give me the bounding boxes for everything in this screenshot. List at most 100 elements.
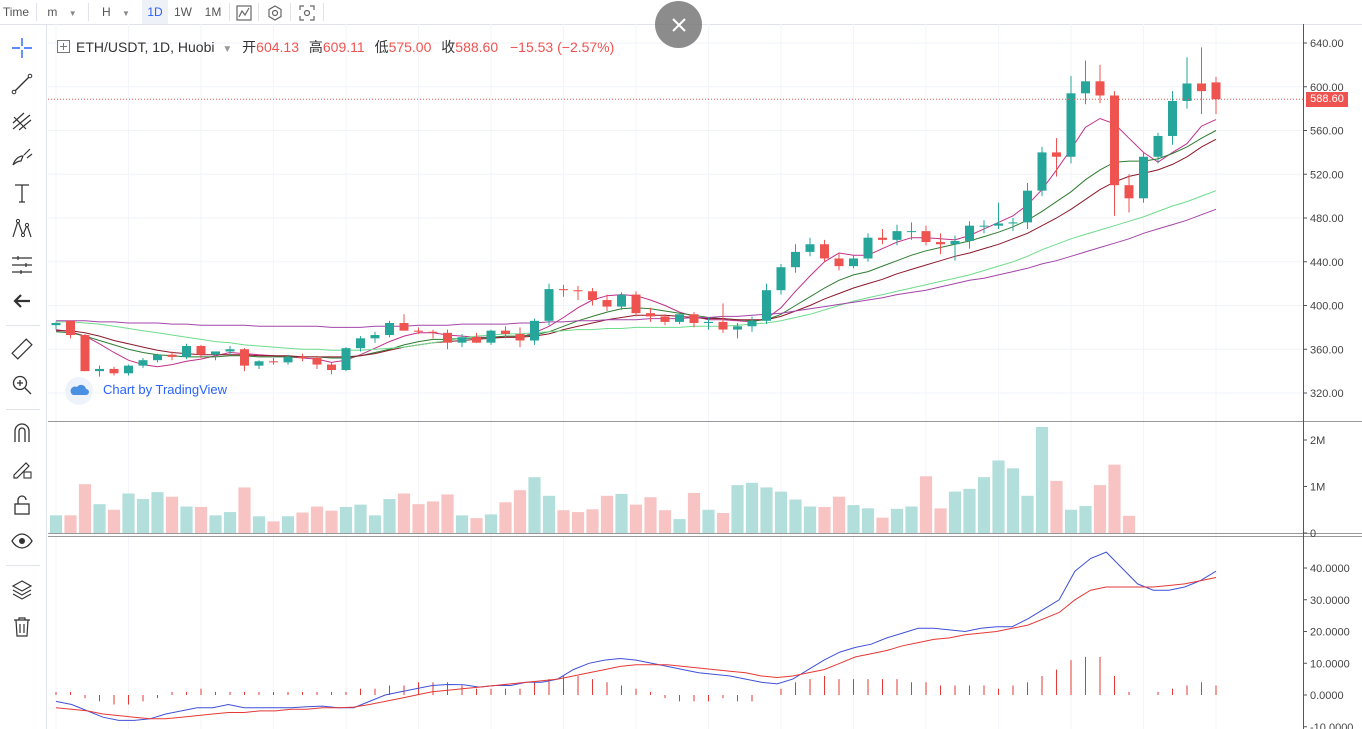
candle-body [965, 225, 974, 241]
toolbar-divider [229, 3, 230, 21]
hour-interval-label: H [102, 5, 111, 19]
candle-body [138, 360, 148, 366]
close-button[interactable] [655, 1, 702, 48]
candle-body [370, 335, 380, 339]
candle-body [182, 345, 191, 357]
candle-body [1197, 83, 1206, 92]
volume-bar [629, 504, 643, 533]
pattern-icon[interactable] [7, 216, 37, 242]
volume-bar [49, 515, 63, 533]
macd-indicator [55, 551, 1217, 721]
candle-body [443, 332, 452, 343]
macd-line [55, 577, 1217, 720]
volume-bar [484, 514, 498, 533]
trash-icon[interactable] [7, 614, 37, 640]
eye-icon[interactable] [7, 528, 37, 554]
volume-bar [1050, 480, 1063, 533]
macd-tick-label: 10.0000 [1310, 658, 1350, 670]
layers-icon[interactable] [7, 577, 37, 603]
volume-bar [571, 512, 585, 533]
candle-body [1037, 152, 1047, 191]
interval-1d-button[interactable]: 1D [142, 0, 168, 24]
candle-body [457, 337, 467, 343]
candle-body [283, 356, 293, 363]
price-tick-label: 400.00 [1310, 301, 1344, 313]
volume-bar [832, 496, 846, 533]
candle-body [515, 333, 525, 341]
volume-bar [731, 485, 744, 533]
volume-bar [963, 488, 976, 533]
chevron-down-icon[interactable]: ▼ [222, 44, 233, 55]
volume-bar [223, 512, 237, 533]
volume-bar [1093, 485, 1107, 533]
price-tick-label: 440.00 [1310, 257, 1344, 269]
minute-interval-dropdown[interactable]: m ▼ [44, 0, 80, 24]
candle-body [936, 242, 945, 245]
unlock-icon[interactable] [7, 492, 37, 518]
macd-tick-label: 0.0000 [1310, 690, 1344, 702]
close-label: 收 [441, 39, 456, 55]
candle-body [704, 321, 713, 323]
time-button[interactable]: Time [2, 5, 30, 19]
zoom-in-icon[interactable] [7, 372, 37, 398]
candle-body [1110, 95, 1119, 186]
close-value: 588.60 [455, 39, 499, 55]
trend-line-icon[interactable] [7, 71, 37, 97]
interval-1w-button[interactable]: 1W [174, 5, 192, 19]
symbol-name[interactable]: ETH/USDT, 1D, Huobi [76, 39, 215, 55]
pitchfork-icon[interactable] [7, 108, 37, 134]
volume-tick-label: 0 [1310, 528, 1316, 540]
crosshair-icon[interactable] [7, 35, 37, 61]
change-value: −15.53 (−2.57%) [510, 39, 615, 55]
measure-projection-icon[interactable] [7, 252, 37, 278]
candle-body [979, 225, 989, 227]
low-label: 低 [374, 39, 389, 55]
volume-bar [78, 484, 92, 533]
volume-bar [122, 493, 135, 533]
lock-drawing-icon[interactable] [7, 456, 37, 482]
ruler-icon[interactable] [7, 336, 37, 362]
candle-body [921, 231, 931, 243]
price-tick-label: 480.00 [1310, 213, 1344, 225]
candle-body [1008, 222, 1018, 224]
candle-body [1168, 100, 1177, 136]
candle-body [689, 314, 699, 323]
price-tick-label: 640.00 [1310, 38, 1344, 50]
candle-body [530, 320, 539, 341]
volume-bar [397, 493, 411, 533]
candle-body [834, 258, 844, 267]
back-arrow-icon[interactable] [7, 288, 37, 314]
text-icon[interactable] [7, 180, 37, 206]
candle-body [660, 316, 670, 322]
screenshot-icon[interactable] [295, 0, 319, 24]
volume-bar [702, 509, 715, 533]
volume-bar [412, 504, 425, 533]
candle-body [211, 351, 220, 355]
tradingview-watermark[interactable]: Chart by TradingView [65, 376, 227, 405]
volume-bar [557, 510, 570, 533]
volume-bar [716, 513, 730, 533]
chevron-down-icon: ▼ [122, 9, 130, 18]
candle-body [791, 251, 800, 268]
candle-body [617, 294, 626, 307]
magnet-icon[interactable] [7, 420, 37, 446]
brush-icon[interactable] [7, 144, 37, 170]
settings-hexagon-icon[interactable] [263, 0, 287, 24]
volume-bar [586, 509, 599, 533]
moving-average-line [56, 208, 1217, 328]
volume-bar [151, 492, 164, 533]
volume-bar [992, 460, 1005, 533]
symbol-legend: ETH/USDT, 1D, Huobi ▼ 开604.13 高609.11 低5… [57, 37, 614, 57]
volume-bar [542, 495, 556, 533]
toolbar-divider [6, 565, 40, 566]
candle-body [486, 330, 496, 343]
toolbar-divider [6, 409, 40, 410]
chart-style-icon[interactable] [233, 0, 255, 24]
interval-1m-button[interactable]: 1M [204, 5, 222, 19]
hour-interval-dropdown[interactable]: H ▼ [96, 0, 136, 24]
collapse-legend-icon[interactable] [57, 40, 70, 53]
candle-body [950, 240, 960, 245]
candle-body [747, 320, 757, 327]
volume-tick-label: 2M [1310, 435, 1325, 447]
